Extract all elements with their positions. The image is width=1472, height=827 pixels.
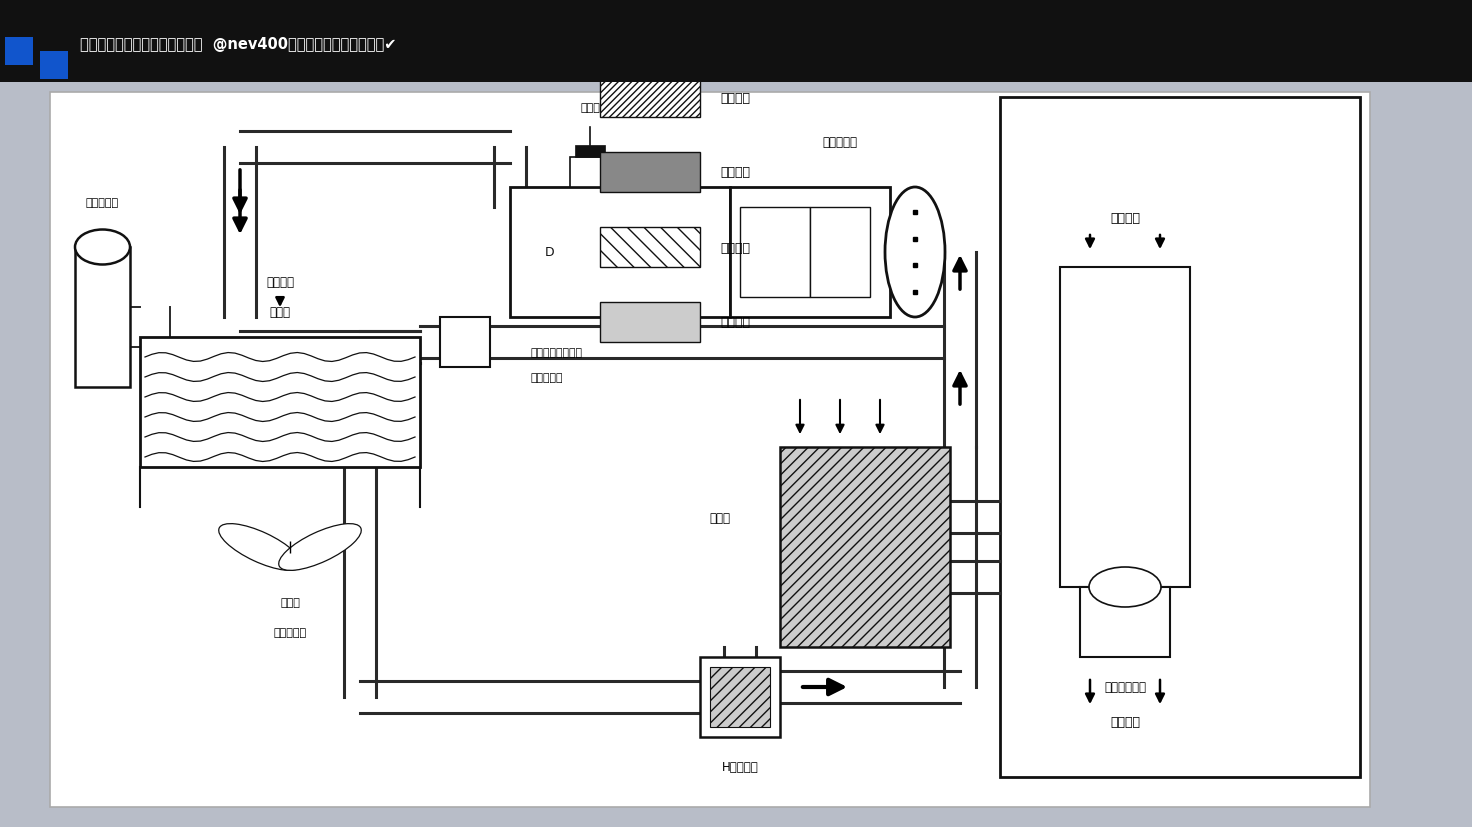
Text: H型膨胀阀: H型膨胀阀 <box>721 761 758 773</box>
Text: 鼓风机电动机: 鼓风机电动机 <box>1104 681 1147 694</box>
Text: 或压力开关: 或压力开关 <box>530 372 562 383</box>
Bar <box>50 93 1370 807</box>
Bar <box>570 158 609 188</box>
Text: 储液干燥器: 储液干燥器 <box>85 198 119 208</box>
Bar <box>1060 268 1189 587</box>
Bar <box>701 657 780 737</box>
Text: S: S <box>686 246 693 259</box>
Bar <box>140 337 420 467</box>
Bar <box>730 188 891 318</box>
Bar <box>40 52 68 80</box>
Text: 冷凝器: 冷凝器 <box>269 306 290 319</box>
Bar <box>4 38 32 66</box>
Bar <box>440 318 490 367</box>
Text: 发动机舱内: 发动机舱内 <box>274 627 306 638</box>
Ellipse shape <box>75 230 130 265</box>
Bar <box>601 78 701 118</box>
Text: 安全阀: 安全阀 <box>580 103 601 112</box>
Bar <box>710 667 770 727</box>
Text: 低压气体: 低压气体 <box>720 316 751 329</box>
Bar <box>601 227 701 268</box>
Ellipse shape <box>219 524 302 571</box>
Text: 车前空气: 车前空气 <box>266 276 294 289</box>
Text: 博电汽修教育新能源汽车工作室  @nev400机遇总是眷顾有准备的人✔: 博电汽修教育新能源汽车工作室 @nev400机遇总是眷顾有准备的人✔ <box>79 37 396 52</box>
Bar <box>1080 587 1170 657</box>
Text: 车内空气: 车内空气 <box>1110 715 1139 729</box>
Text: D: D <box>545 246 555 259</box>
Bar <box>601 153 701 193</box>
Text: 车内空气: 车内空气 <box>1110 211 1139 224</box>
Text: 制冷剂压力传感器: 制冷剂压力传感器 <box>530 347 581 357</box>
Bar <box>740 208 810 298</box>
Bar <box>601 303 701 342</box>
Text: 高压液体: 高压液体 <box>720 166 751 179</box>
Text: 蒸发箱: 蒸发箱 <box>710 511 730 523</box>
Text: 低压液体: 低压液体 <box>720 241 751 254</box>
Ellipse shape <box>1089 567 1161 607</box>
Bar <box>75 248 130 388</box>
Text: 高压气体: 高压气体 <box>720 92 751 104</box>
Bar <box>810 208 870 298</box>
Bar <box>576 146 605 158</box>
Bar <box>0 0 1472 83</box>
Text: 电子扇: 电子扇 <box>280 597 300 607</box>
Text: 电动压缩机: 电动压缩机 <box>823 136 858 150</box>
Ellipse shape <box>278 524 361 571</box>
Ellipse shape <box>885 188 945 318</box>
Bar <box>509 188 730 318</box>
Bar <box>780 447 949 648</box>
Bar <box>999 98 1360 777</box>
